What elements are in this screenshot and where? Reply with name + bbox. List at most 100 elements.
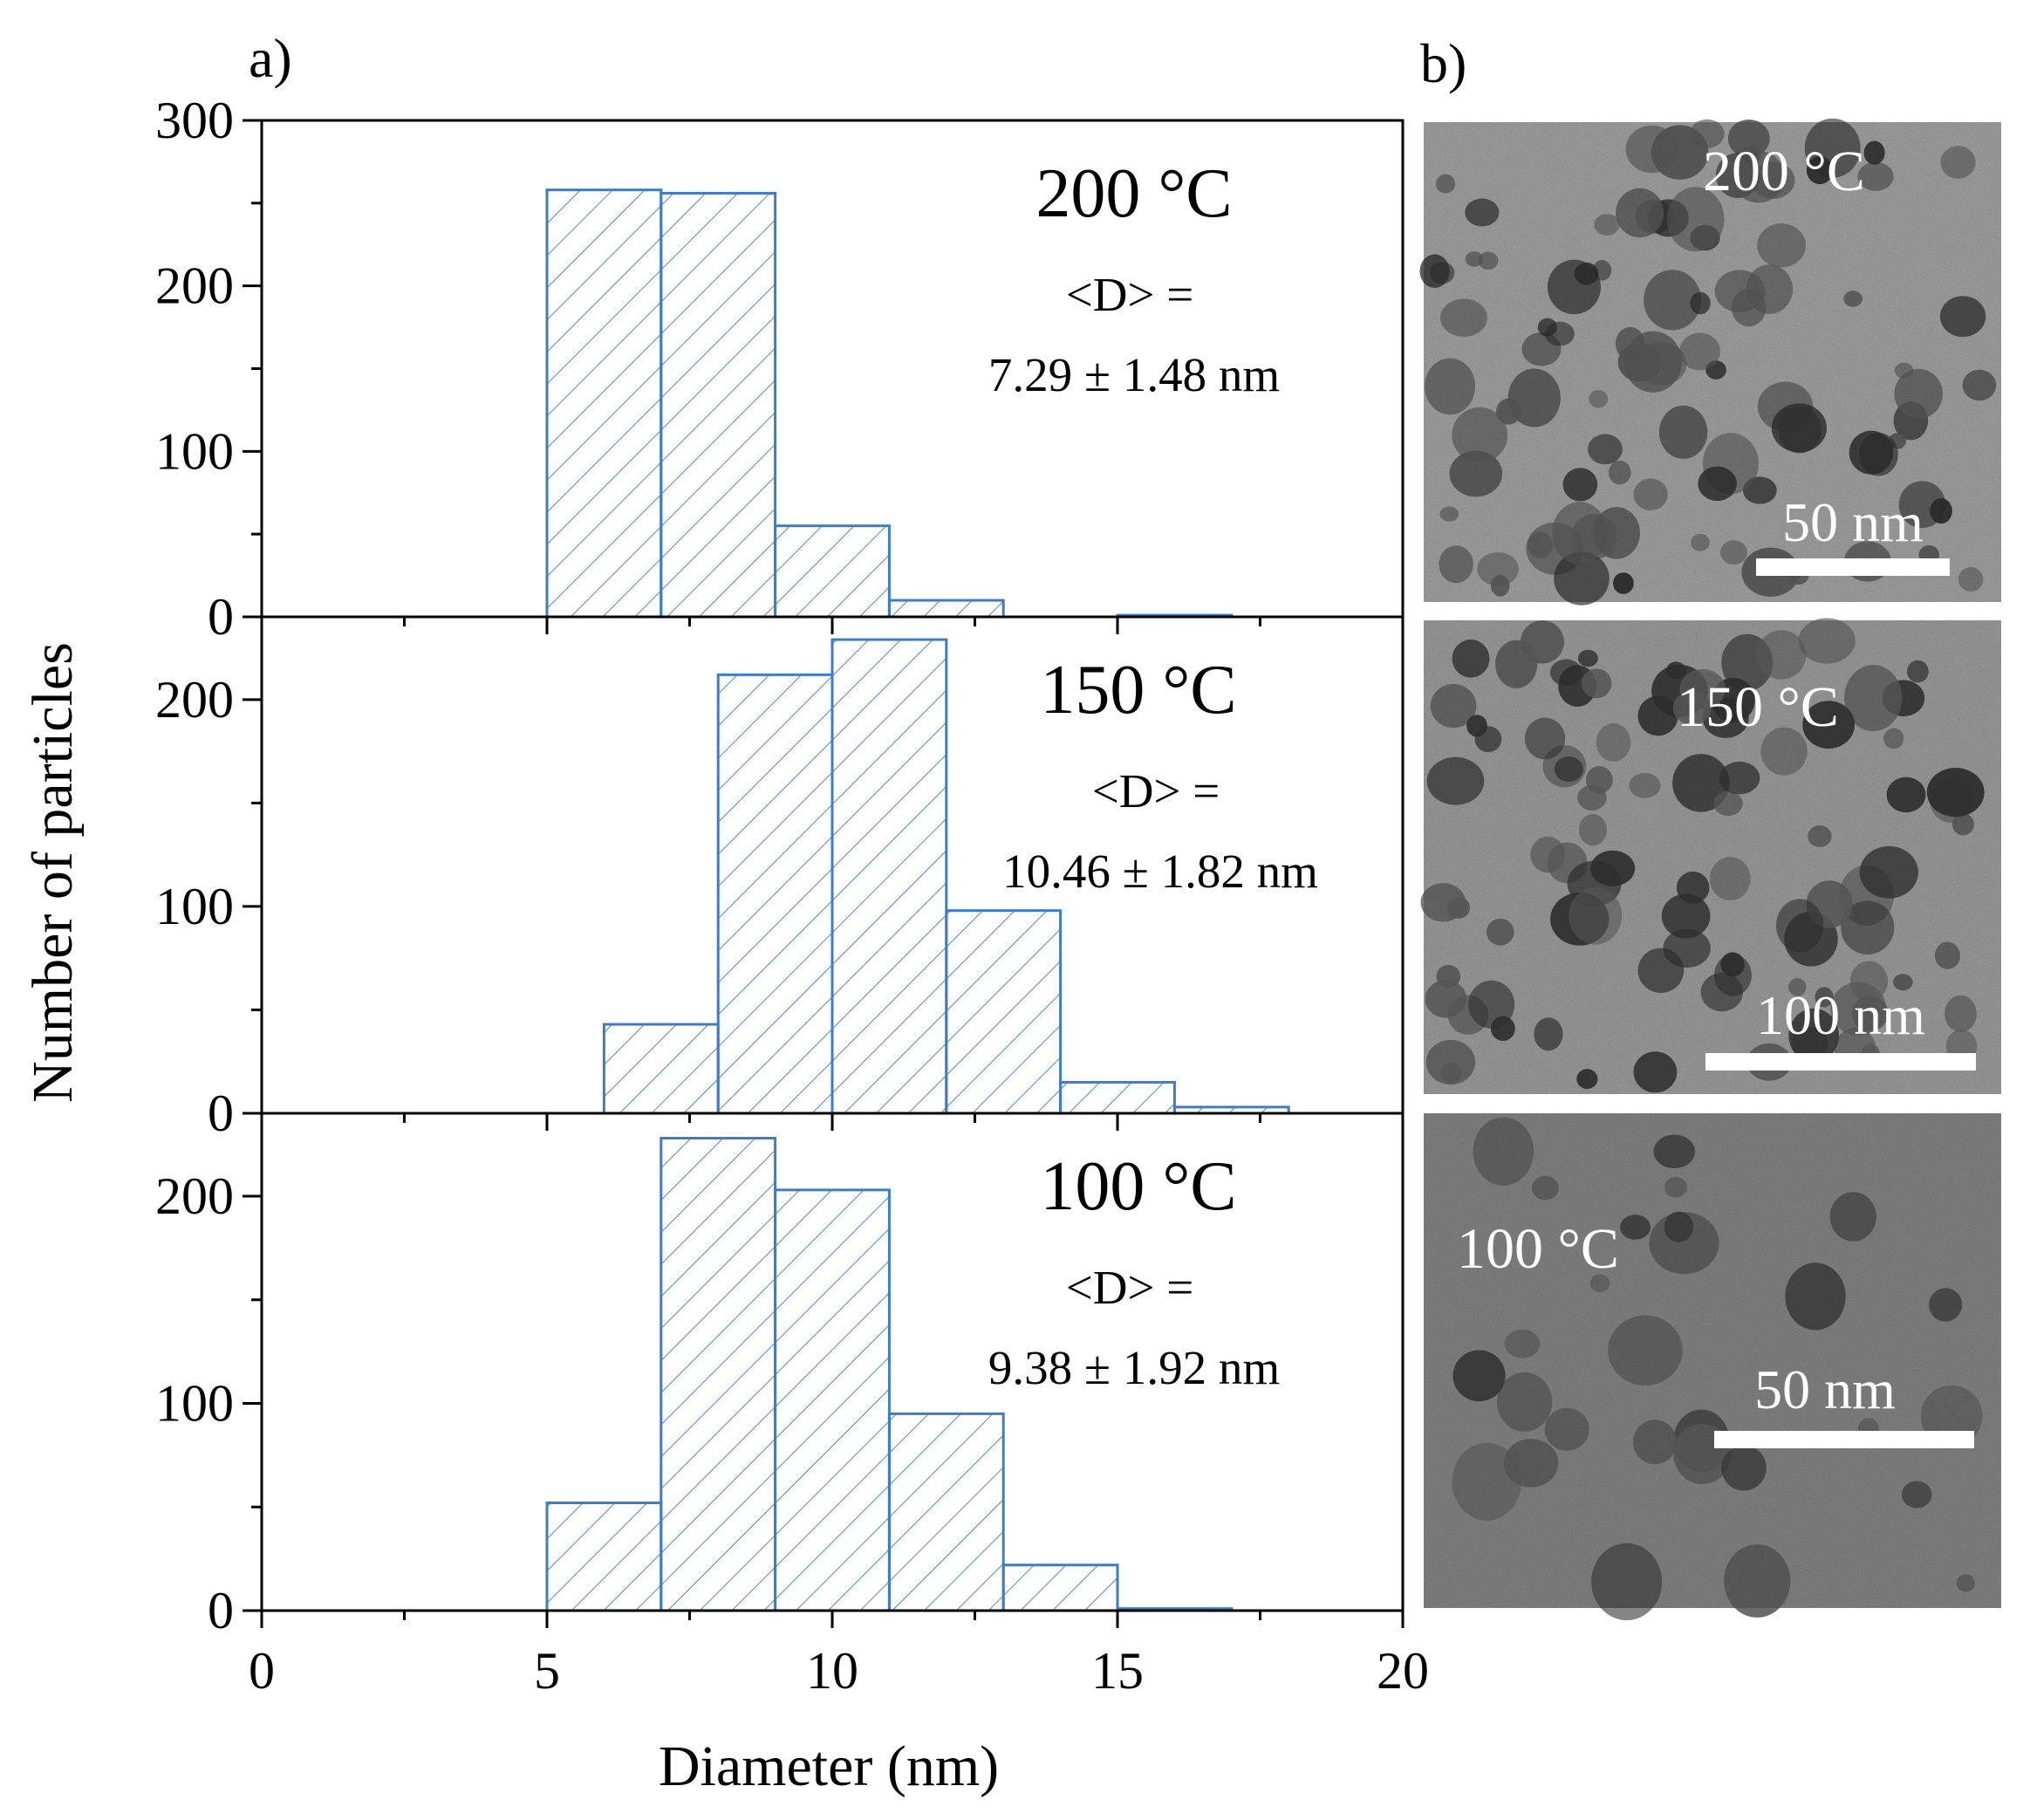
nanoparticle xyxy=(1857,161,1894,191)
scale-bar xyxy=(1756,558,1950,576)
temperature-label: 200 °C xyxy=(1035,155,1232,232)
nanoparticle xyxy=(1666,661,1686,680)
micrograph-temperature-label: 150 °C xyxy=(1677,675,1839,739)
nanoparticle xyxy=(1771,403,1828,453)
nanoparticle xyxy=(1849,430,1894,475)
nanoparticle xyxy=(1623,331,1683,393)
nanoparticle xyxy=(1594,214,1620,236)
histogram-bar xyxy=(774,524,891,619)
y-tick-label: 0 xyxy=(208,1582,234,1639)
nanoparticle xyxy=(1815,987,1834,1008)
nanoparticle xyxy=(1653,1134,1696,1169)
y-tick-label: 300 xyxy=(155,92,234,149)
temperature-label: 150 °C xyxy=(1040,652,1236,729)
histogram-bar xyxy=(602,1023,720,1115)
nanoparticle xyxy=(1690,291,1711,315)
histogram-bar xyxy=(716,673,834,1115)
y-tick-label: 100 xyxy=(155,422,234,480)
nanoparticle xyxy=(1589,389,1609,408)
nanoparticle xyxy=(1613,572,1634,594)
nanoparticle xyxy=(1477,551,1519,586)
nanoparticle xyxy=(1588,434,1623,465)
y-tick-label: 200 xyxy=(155,671,234,729)
micrograph-temperature-label: 100 °C xyxy=(1457,1217,1619,1281)
nanoparticle xyxy=(1578,814,1608,846)
nanoparticle xyxy=(1439,298,1487,337)
nanoparticle xyxy=(1532,1175,1559,1201)
x-tick-labels: 0 5 10 15 20 xyxy=(249,1642,1429,1700)
nanoparticle xyxy=(1732,151,1786,203)
nanoparticle xyxy=(1608,1315,1683,1386)
nanoparticle xyxy=(1843,291,1863,307)
y-tick-label: 100 xyxy=(155,1375,234,1433)
nanoparticle xyxy=(1679,332,1720,371)
nanoparticle xyxy=(1452,1350,1506,1402)
y-tick-label: 100 xyxy=(155,878,234,935)
nanoparticle xyxy=(1426,756,1485,805)
x-tick-label: 20 xyxy=(1377,1642,1429,1700)
nanoparticle xyxy=(1785,1262,1846,1331)
y-tick-label: 200 xyxy=(155,257,234,315)
nanoparticle xyxy=(1829,1192,1876,1242)
nanoparticle xyxy=(1940,146,1976,179)
nanoparticle xyxy=(1894,368,1943,420)
histogram-bar xyxy=(545,1502,663,1612)
nanoparticle xyxy=(1883,728,1904,749)
mean-diameter-label: <D> = xyxy=(1066,268,1194,321)
nanoparticle xyxy=(1658,405,1708,459)
nanoparticle xyxy=(1893,974,1913,991)
nanoparticle xyxy=(1804,118,1861,178)
mean-diameter-label: <D> = xyxy=(1092,764,1220,818)
nanoparticle xyxy=(1956,1574,1975,1592)
nanoparticle xyxy=(1486,918,1514,946)
scale-bar xyxy=(1714,1431,1974,1448)
nanoparticle xyxy=(1581,668,1612,699)
nanoparticle xyxy=(1672,691,1712,725)
nanoparticle xyxy=(1425,980,1467,1018)
histogram-bar xyxy=(660,1137,777,1612)
mean-diameter-label: <D> = xyxy=(1066,1261,1194,1314)
nanoparticle xyxy=(1713,954,1752,996)
nanoparticle xyxy=(1731,289,1767,327)
nanoparticle xyxy=(1439,506,1459,522)
nanoparticle xyxy=(1849,961,1889,1002)
x-tick-label: 15 xyxy=(1091,1642,1144,1700)
nanoparticle xyxy=(1859,845,1918,899)
nanoparticle xyxy=(1569,886,1623,945)
nanoparticle xyxy=(1544,321,1575,346)
nanoparticle xyxy=(1544,1407,1589,1451)
nanoparticle xyxy=(1851,996,1889,1031)
nanoparticle xyxy=(1452,1442,1522,1521)
mean-diameter-value: 7.29 ± 1.48 nm xyxy=(988,348,1280,401)
nanoparticle xyxy=(1721,1445,1767,1491)
nanoparticle xyxy=(1760,727,1808,776)
nanoparticle xyxy=(1465,198,1500,227)
nanoparticle xyxy=(1808,824,1832,847)
nanoparticle xyxy=(1520,620,1564,664)
nanoparticle xyxy=(1633,1051,1678,1093)
nanoparticle xyxy=(1663,928,1711,968)
nanoparticle xyxy=(1576,1069,1598,1090)
nanoparticle xyxy=(1962,369,1997,401)
nanoparticle xyxy=(1698,466,1737,502)
nanoparticle xyxy=(1788,978,1807,996)
panel-label-b: b) xyxy=(1420,32,1466,94)
nanoparticle xyxy=(1719,761,1760,795)
nanoparticle xyxy=(1632,1420,1678,1465)
scale-bar-label: 100 nm xyxy=(1756,984,1925,1046)
histogram-bar xyxy=(1059,1080,1176,1115)
nanoparticle xyxy=(1886,777,1926,813)
scale-bar-label: 50 nm xyxy=(1782,491,1924,553)
nanoparticle xyxy=(1452,407,1508,463)
nanoparticle xyxy=(1788,1008,1839,1063)
histogram-100c: 0 100 200 100 °C <D> = 9.38 ± 1.92 nm xyxy=(155,1112,1404,1639)
histogram-bar xyxy=(1001,1563,1119,1612)
nanoparticle xyxy=(1651,125,1709,180)
nanoparticle xyxy=(1926,768,1985,818)
nanoparticle xyxy=(1554,756,1583,782)
nanoparticle xyxy=(1629,772,1661,798)
nanoparticle xyxy=(1944,995,1977,1033)
micrograph-grain xyxy=(1424,1113,2001,1608)
nanoparticle xyxy=(1593,507,1641,559)
nanoparticle xyxy=(1585,766,1613,794)
